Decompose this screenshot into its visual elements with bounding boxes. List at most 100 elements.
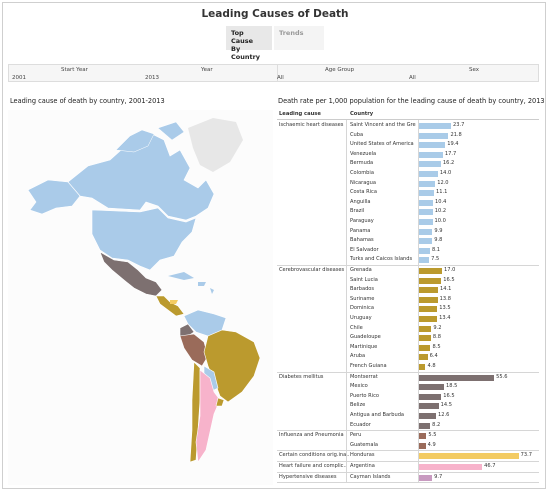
table-row[interactable]: Argentina 46.7 bbox=[277, 462, 539, 472]
bar[interactable] bbox=[419, 123, 452, 129]
bar[interactable] bbox=[419, 199, 434, 206]
table-row[interactable]: Honduras 73.7 bbox=[277, 451, 539, 461]
start-year-value[interactable]: 2001 bbox=[12, 75, 26, 81]
table-row[interactable]: Montserrat 55.6 bbox=[277, 373, 539, 383]
table-row[interactable]: Peru 5.5 bbox=[277, 431, 539, 441]
bar[interactable] bbox=[419, 344, 431, 351]
uruguay-region[interactable] bbox=[215, 397, 225, 407]
bar-value-label: 12.0 bbox=[437, 179, 449, 186]
table-row[interactable]: Brazil 10.2 bbox=[277, 207, 539, 217]
bar[interactable] bbox=[419, 209, 433, 216]
bar[interactable] bbox=[419, 142, 446, 149]
bar[interactable] bbox=[419, 171, 438, 177]
table-row[interactable]: Grenada 17.0 bbox=[277, 266, 539, 276]
table-row[interactable]: Belize 14.5 bbox=[277, 401, 539, 411]
age-group-value[interactable]: All bbox=[277, 75, 284, 81]
brazil-region[interactable] bbox=[203, 329, 261, 403]
mexico-region[interactable] bbox=[99, 251, 163, 297]
table-row[interactable]: Mexico 18.5 bbox=[277, 382, 539, 392]
country-label: Belize bbox=[350, 402, 366, 409]
sex-value[interactable]: All bbox=[409, 75, 416, 81]
bar[interactable] bbox=[419, 180, 436, 187]
honduras-region[interactable] bbox=[170, 300, 178, 304]
table-row[interactable]: Bermuda 16.2 bbox=[277, 159, 539, 169]
tab-trends[interactable]: Trends bbox=[274, 26, 324, 50]
table-row[interactable]: Antigua and Barbuda 12.6 bbox=[277, 411, 539, 421]
bar[interactable] bbox=[419, 238, 433, 245]
table-row[interactable]: French Guiana 4.8 bbox=[277, 362, 539, 372]
bar[interactable] bbox=[419, 464, 483, 470]
bar[interactable] bbox=[419, 219, 433, 225]
bar[interactable] bbox=[419, 422, 431, 429]
bar[interactable] bbox=[419, 132, 449, 139]
bar[interactable] bbox=[419, 247, 430, 254]
table-row[interactable]: Paraguay 10.0 bbox=[277, 217, 539, 227]
table-row[interactable]: Uruguay 13.4 bbox=[277, 314, 539, 324]
bar[interactable] bbox=[419, 277, 442, 284]
bar-value-label: 11.1 bbox=[436, 189, 448, 196]
table-row[interactable]: Guatemala 4.9 bbox=[277, 441, 539, 451]
bar[interactable] bbox=[419, 306, 438, 313]
table-row[interactable]: Dominica 13.5 bbox=[277, 304, 539, 314]
bar[interactable] bbox=[419, 151, 443, 158]
table-row[interactable]: Venezuela 17.7 bbox=[277, 150, 539, 160]
table-row[interactable]: Puerto Rico 16.5 bbox=[277, 392, 539, 402]
bar[interactable] bbox=[419, 268, 442, 274]
bar[interactable] bbox=[419, 287, 439, 294]
table-row[interactable]: Barbados 14.1 bbox=[277, 285, 539, 295]
central-america-region[interactable] bbox=[155, 295, 185, 317]
bar[interactable] bbox=[419, 296, 438, 303]
bar[interactable] bbox=[419, 190, 434, 197]
table-row[interactable]: Guadeloupe 8.8 bbox=[277, 333, 539, 343]
table-row[interactable]: Saint Lucia 16.5 bbox=[277, 276, 539, 286]
table-row[interactable]: Martinique 8.5 bbox=[277, 343, 539, 353]
argentina-region[interactable] bbox=[195, 369, 221, 463]
table-row[interactable]: Panama 9.9 bbox=[277, 227, 539, 237]
alaska-region[interactable] bbox=[27, 179, 81, 215]
bar[interactable] bbox=[419, 393, 442, 400]
bar[interactable] bbox=[419, 453, 519, 460]
bar[interactable] bbox=[419, 433, 427, 440]
year-value[interactable]: 2013 bbox=[145, 75, 159, 81]
table-row[interactable]: Ecuador 8.2 bbox=[277, 421, 539, 431]
country-label: Suriname bbox=[350, 295, 375, 302]
bar[interactable] bbox=[419, 335, 431, 342]
bar[interactable] bbox=[419, 364, 426, 370]
peru-region[interactable] bbox=[179, 333, 209, 367]
bar[interactable] bbox=[419, 474, 433, 481]
table-row[interactable]: Costa Rica 11.1 bbox=[277, 188, 539, 198]
usa-region[interactable] bbox=[91, 207, 197, 271]
bar[interactable] bbox=[419, 354, 428, 361]
table-row[interactable]: Colombia 14.0 bbox=[277, 169, 539, 179]
table-row[interactable]: Cayman Islands 9.7 bbox=[277, 473, 539, 483]
bar[interactable] bbox=[419, 374, 495, 381]
caribbean-islands[interactable] bbox=[198, 282, 214, 294]
bar[interactable] bbox=[419, 228, 433, 235]
bar[interactable] bbox=[419, 325, 432, 332]
bar[interactable] bbox=[419, 161, 441, 168]
bar-value-label: 9.2 bbox=[433, 324, 442, 331]
bar[interactable] bbox=[419, 316, 438, 322]
table-row[interactable]: United States of America 19.4 bbox=[277, 140, 539, 150]
table-row[interactable]: Chile 9.2 bbox=[277, 324, 539, 334]
bar[interactable] bbox=[419, 403, 439, 410]
table-row[interactable]: Cuba 21.8 bbox=[277, 131, 539, 141]
table-row[interactable]: Saint Vincent and the Gre.. 23.7 bbox=[277, 121, 539, 131]
table-row[interactable]: Suriname 13.8 bbox=[277, 295, 539, 305]
table-row[interactable]: Bahamas 9.8 bbox=[277, 236, 539, 246]
table-row[interactable]: Aruba 6.4 bbox=[277, 352, 539, 362]
bar[interactable] bbox=[419, 412, 437, 419]
cuba-region[interactable] bbox=[168, 272, 194, 280]
ecuador-region[interactable] bbox=[179, 323, 195, 337]
americas-map[interactable] bbox=[8, 110, 273, 485]
bar[interactable] bbox=[419, 384, 444, 391]
table-row[interactable]: Turks and Caicos Islands 7.5 bbox=[277, 255, 539, 265]
bar[interactable] bbox=[419, 257, 430, 264]
cause-group: Hypertensive diseases Cayman Islands 9.7 bbox=[277, 473, 539, 484]
tab-top-cause[interactable]: Top Cause By Country bbox=[226, 26, 272, 61]
country-label: El Salvador bbox=[350, 246, 379, 253]
bar[interactable] bbox=[419, 442, 426, 449]
table-row[interactable]: Nicaragua 12.0 bbox=[277, 179, 539, 189]
table-row[interactable]: Anguilla 10.4 bbox=[277, 198, 539, 208]
table-row[interactable]: El Salvador 8.1 bbox=[277, 246, 539, 256]
